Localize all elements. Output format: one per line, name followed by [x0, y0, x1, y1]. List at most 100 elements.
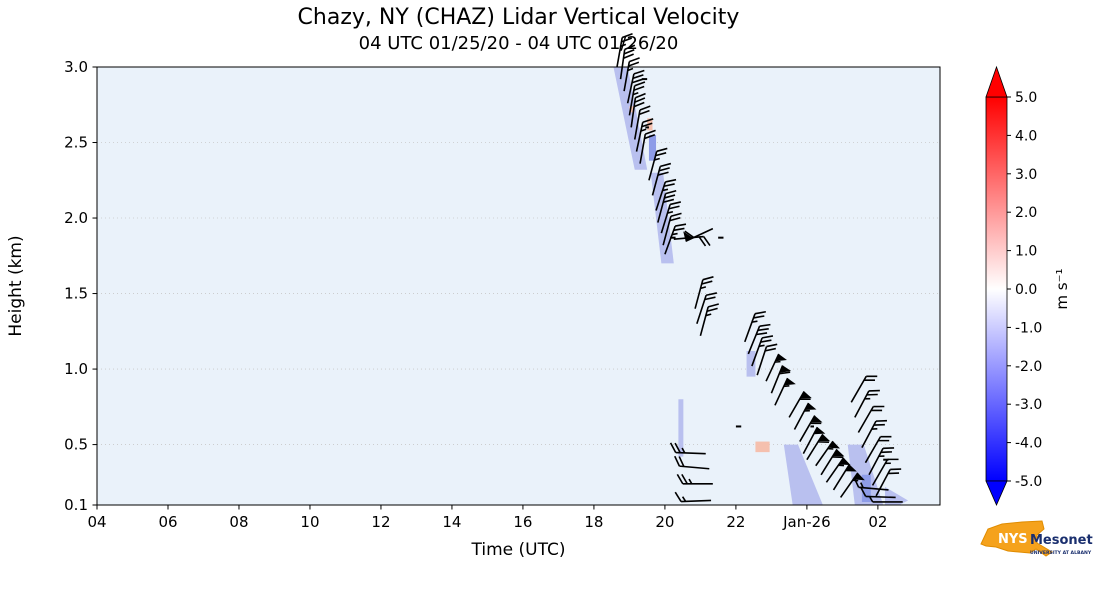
- x-tick-label: 10: [300, 513, 319, 531]
- x-tick-label: 06: [158, 513, 177, 531]
- y-tick-label: 1.5: [64, 285, 88, 303]
- wind-barb: [696, 292, 718, 325]
- velocity-patch: [783, 444, 823, 505]
- wind-barb: [657, 189, 677, 223]
- wind-barb: [788, 391, 812, 418]
- x-tick-label: 04: [87, 513, 106, 531]
- svg-text:Mesonet: Mesonet: [1030, 533, 1093, 548]
- colorbar: [985, 96, 1008, 482]
- wind-barb: [619, 44, 636, 80]
- wind-barb: [676, 473, 713, 485]
- wind-barb: [869, 496, 903, 503]
- wind-barb: [815, 440, 841, 467]
- colorbar-tick-label: -1.0: [1015, 320, 1042, 336]
- wind-barb: [868, 447, 895, 476]
- wind-barb: [674, 455, 710, 470]
- colorbar-tick-label: 5.0: [1015, 90, 1037, 106]
- wind-barb: [850, 375, 878, 403]
- y-tick-label: 1.0: [64, 360, 88, 378]
- velocity-patch: [650, 172, 674, 264]
- x-tick-label: 20: [655, 513, 674, 531]
- wind-barb: [744, 310, 766, 343]
- velocity-patch: [755, 441, 770, 453]
- y-tick-label: 2.5: [64, 134, 88, 152]
- colorbar-tick-label: -5.0: [1015, 474, 1042, 490]
- chart-title: Chazy, NY (CHAZ) Lidar Vertical Velocity: [297, 5, 740, 30]
- wind-barb: [774, 377, 796, 406]
- velocity-patch: [884, 486, 909, 505]
- colorbar-tick-label: -2.0: [1015, 359, 1042, 375]
- wind-barb: [857, 405, 885, 433]
- wind-barb: [662, 212, 682, 246]
- wind-barb: [669, 442, 706, 455]
- x-tick-label: 08: [229, 513, 248, 531]
- wind-barb: [853, 476, 889, 491]
- chart-subtitle: 04 UTC 01/25/20 - 04 UTC 01/26/20: [358, 33, 679, 54]
- wind-barb: [825, 457, 851, 483]
- wind-barb: [751, 335, 774, 367]
- colorbar-tick-label: 0.0: [1015, 282, 1037, 298]
- wind-barb: [765, 353, 787, 382]
- wind-barb: [861, 419, 887, 448]
- velocity-patch: [746, 350, 756, 377]
- y-tick-label: 0.5: [64, 436, 88, 454]
- wind-barb: [802, 426, 826, 455]
- plot-background: [97, 67, 940, 505]
- wind-barb: [628, 81, 646, 116]
- wind-barb: [674, 491, 712, 503]
- x-tick-label: 18: [584, 513, 603, 531]
- wind-barb: [630, 92, 646, 128]
- wind-barb: [875, 468, 902, 497]
- y-axis-label: Height (km): [6, 235, 26, 337]
- nys-state-icon: NYS Mesonet UNIVERSITY AT ALBANY: [980, 520, 1093, 557]
- colorbar-tick-label: -3.0: [1015, 397, 1042, 413]
- wind-barb: [832, 464, 857, 491]
- nys-mesonet-logo: NYS Mesonet UNIVERSITY AT ALBANY: [978, 512, 1096, 588]
- wind-barb: [747, 323, 771, 355]
- svg-text:NYS: NYS: [998, 532, 1028, 547]
- wind-barb: [770, 365, 792, 394]
- colorbar-tick-label: 2.0: [1015, 205, 1037, 221]
- x-tick-label: 12: [371, 513, 390, 531]
- wind-barb: [633, 105, 651, 140]
- wind-barb: [694, 276, 714, 309]
- axes-frame: [96, 66, 941, 506]
- x-tick-label: Jan-26: [782, 513, 831, 531]
- wind-barb: [655, 178, 677, 211]
- y-tick-label: 3.0: [64, 58, 88, 76]
- x-tick-label: 02: [868, 513, 887, 531]
- wind-barb: [616, 32, 633, 68]
- x-tick-label: 16: [513, 513, 532, 531]
- colorbar-tick-label: -4.0: [1015, 436, 1042, 452]
- wind-barb: [639, 129, 656, 164]
- wind-barb: [660, 201, 682, 234]
- wind-barb: [626, 69, 645, 104]
- x-axis-label: Time (UTC): [471, 540, 566, 560]
- svg-text:UNIVERSITY AT ALBANY: UNIVERSITY AT ALBANY: [1030, 550, 1092, 556]
- wind-barb: [664, 223, 687, 255]
- wind-barb: [635, 118, 654, 152]
- wind-barb: [859, 486, 896, 499]
- wind-barb: [793, 402, 817, 430]
- colorbar-arrow-positive: [985, 65, 1008, 98]
- colorbar-tick-label: 4.0: [1015, 128, 1037, 144]
- velocity-patch: [678, 399, 684, 457]
- wind-barb: [651, 162, 672, 196]
- colorbar-tick-label: 3.0: [1015, 167, 1037, 183]
- colorbar-unit-label: m s⁻¹: [1053, 268, 1071, 310]
- wind-barb: [699, 303, 719, 337]
- wind-barb: [648, 147, 668, 181]
- colorbar-arrow-negative: [985, 480, 1008, 506]
- x-tick-label: 14: [442, 513, 461, 531]
- velocity-patch: [648, 134, 657, 161]
- wind-barb: [683, 227, 714, 243]
- wind-barb: [756, 343, 778, 376]
- wind-barb: [864, 435, 892, 464]
- wind-barb: [854, 389, 880, 418]
- wind-barb: [820, 448, 845, 476]
- wind-barb: [871, 458, 899, 486]
- wind-barb: [623, 57, 640, 92]
- y-tick-label: 0.1: [64, 496, 88, 514]
